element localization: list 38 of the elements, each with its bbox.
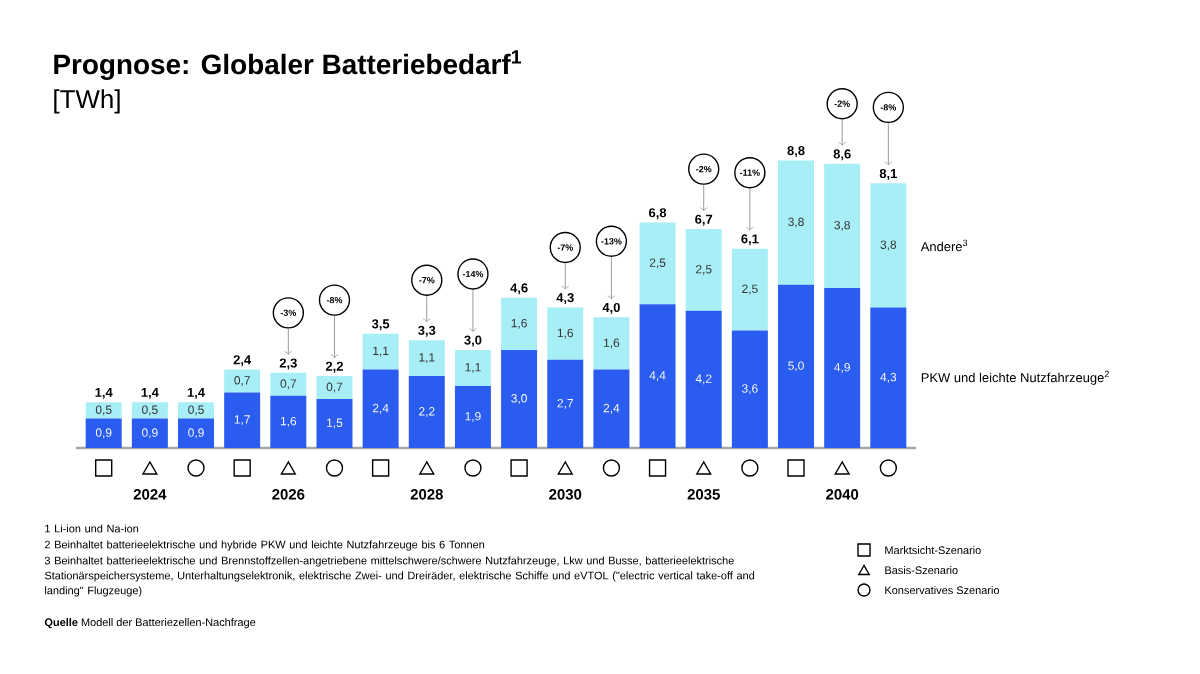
bar bbox=[362, 369, 399, 448]
bar bbox=[731, 248, 768, 331]
bar bbox=[501, 349, 538, 448]
bar bbox=[824, 163, 861, 288]
bar bbox=[454, 385, 491, 448]
bar bbox=[316, 376, 353, 399]
bar bbox=[778, 284, 815, 448]
bar bbox=[547, 307, 584, 360]
bar bbox=[408, 340, 445, 377]
bar bbox=[224, 392, 261, 448]
bar bbox=[270, 372, 307, 396]
bar bbox=[362, 333, 399, 370]
bar bbox=[454, 349, 491, 386]
chart-subtitle: [TWh] bbox=[54, 89, 120, 114]
bar bbox=[408, 376, 445, 448]
chart-title: Prognose: Globaler Batteriebedarf$^{1}$ bbox=[54, 50, 522, 80]
bar bbox=[778, 160, 815, 285]
bar bbox=[824, 287, 861, 448]
bar bbox=[178, 418, 215, 448]
bar bbox=[870, 183, 907, 308]
bar bbox=[731, 330, 768, 448]
bar bbox=[593, 369, 630, 448]
bar bbox=[270, 395, 307, 448]
bar bbox=[85, 402, 122, 419]
bar bbox=[547, 359, 584, 448]
bar bbox=[316, 398, 353, 448]
bar bbox=[224, 369, 261, 393]
bar bbox=[639, 304, 676, 448]
bar bbox=[131, 402, 168, 419]
bar bbox=[639, 222, 676, 305]
bar bbox=[178, 402, 215, 419]
bar bbox=[131, 418, 168, 448]
bar bbox=[685, 310, 722, 448]
bar bbox=[501, 297, 538, 350]
bar bbox=[593, 317, 630, 370]
bar bbox=[685, 229, 722, 311]
bar bbox=[870, 307, 907, 448]
bar bbox=[85, 418, 122, 448]
